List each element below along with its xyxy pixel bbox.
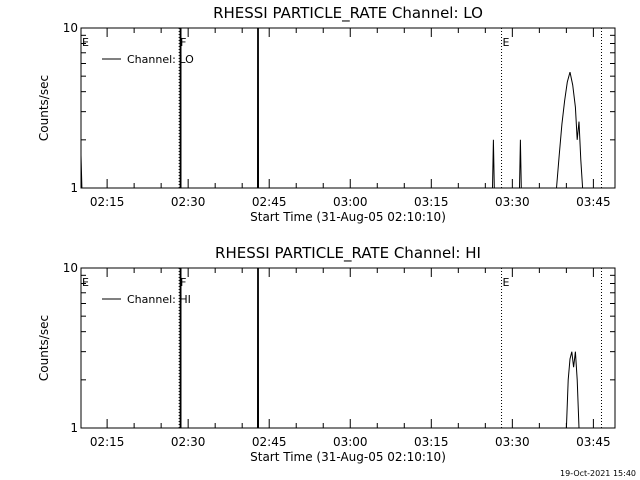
legend-label: Channel: HI <box>127 293 191 306</box>
x-tick-label: 03:45 <box>576 195 611 209</box>
x-axis-label: Start Time (31-Aug-05 02:10:10) <box>250 210 446 224</box>
annotation-label: F <box>180 36 186 49</box>
y-tick-label: 10 <box>63 21 78 35</box>
y-tick-label: 1 <box>70 181 78 195</box>
legend: Channel: HI <box>102 293 191 306</box>
x-tick-label: 03:00 <box>333 195 368 209</box>
x-tick-label: 03:30 <box>495 195 530 209</box>
x-tick-label: 03:30 <box>495 435 530 449</box>
plot-frame <box>80 27 616 189</box>
x-tick-label: 02:30 <box>171 195 206 209</box>
y-tick-label: 1 <box>70 421 78 435</box>
x-tick-label: 03:00 <box>333 435 368 449</box>
chart-title: RHESSI PARTICLE_RATE Channel: HI <box>215 244 481 263</box>
x-tick-label: 02:15 <box>90 195 125 209</box>
chart-panel-2: RHESSI PARTICLE_RATE Channel: HI 1 10 Count… <box>37 244 616 464</box>
annotation-label: E <box>503 276 510 289</box>
x-tick-label: 03:15 <box>414 435 449 449</box>
x-tick-label: 02:15 <box>90 435 125 449</box>
x-tick-label: 02:45 <box>252 195 287 209</box>
annotation-label: E <box>503 36 510 49</box>
annotation-label: E <box>82 36 89 49</box>
chart-title: RHESSI PARTICLE_RATE Channel: LO <box>213 4 483 23</box>
annotation-label: E <box>82 276 89 289</box>
x-tick-label: 02:45 <box>252 435 287 449</box>
x-tick-label: 02:30 <box>171 435 206 449</box>
y-axis-label: Counts/sec <box>37 75 51 141</box>
legend: Channel: LO <box>102 53 194 66</box>
plot-frame <box>80 267 616 429</box>
footer-timestamp: 19-Oct-2021 15:40 <box>560 469 636 478</box>
chart-panel-1: RHESSI PARTICLE_RATE Channel: LO 1 10 Count… <box>37 4 616 224</box>
series-line <box>179 267 580 429</box>
y-axis-label: Counts/sec <box>37 315 51 381</box>
y-tick-label: 10 <box>63 261 78 275</box>
x-tick-label: 03:45 <box>576 435 611 449</box>
annotation-label: F <box>180 276 186 289</box>
series-line <box>80 27 584 189</box>
legend-label: Channel: LO <box>127 53 194 66</box>
x-tick-label: 03:15 <box>414 195 449 209</box>
x-axis-label: Start Time (31-Aug-05 02:10:10) <box>250 450 446 464</box>
